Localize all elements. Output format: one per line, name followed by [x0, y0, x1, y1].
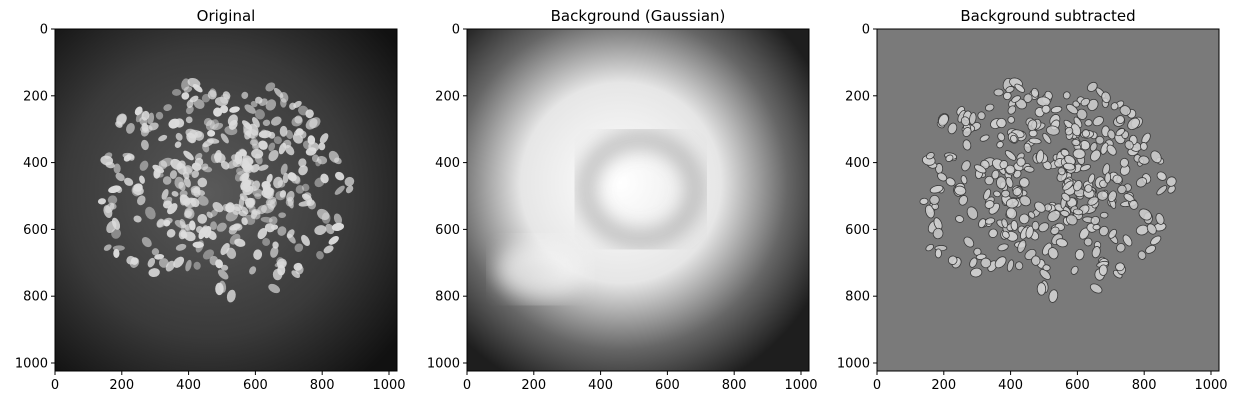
x-tick-label: 600: [1065, 378, 1090, 393]
panel-background: Background (Gaussian) 0 0 200 200 400 400 600 60…: [412, 0, 818, 405]
y-tick-label: 600: [23, 223, 48, 238]
plot-original: Original 0 0 200 200 400 400 600 600 800 800 1000 10…: [15, 7, 406, 393]
x-tick-label: 400: [176, 378, 201, 393]
x-tick-label: 400: [588, 378, 613, 393]
panel-title: Background subtracted: [960, 7, 1135, 25]
x-tick-label: 800: [310, 378, 335, 393]
axes-frame: [466, 28, 810, 372]
y-tick-label: 200: [845, 89, 870, 104]
y-tick-label: 1000: [837, 356, 870, 371]
y-tick-label: 0: [40, 23, 48, 38]
y-tick-label: 200: [435, 89, 460, 104]
y-tick-label: 0: [862, 23, 870, 38]
y-tick-label: 800: [435, 290, 460, 305]
y-tick-label: 400: [23, 156, 48, 171]
y-tick-label: 800: [845, 290, 870, 305]
panel-title: Background (Gaussian): [551, 7, 726, 25]
x-tick-label: 1000: [784, 378, 817, 393]
y-tick-label: 0: [452, 23, 460, 38]
plot-background: Background (Gaussian) 0 0 200 200 400 400 600 60…: [427, 7, 818, 393]
x-tick-label: 600: [243, 378, 268, 393]
y-tick-label: 1000: [15, 356, 48, 371]
image-area: [877, 29, 1219, 371]
y-tick-label: 600: [435, 223, 460, 238]
x-tick-label: 0: [51, 378, 59, 393]
y-tick-label: 400: [845, 156, 870, 171]
x-tick-label: 200: [931, 378, 956, 393]
y-tick-label: 800: [23, 290, 48, 305]
y-tick-label: 1000: [427, 356, 460, 371]
panel-subtracted: Background subtracted 0 0 200 200 400 400 600 60…: [822, 0, 1228, 405]
image-area: [55, 29, 397, 371]
y-tick-label: 600: [845, 223, 870, 238]
panel-original: Original 0 0 200 200 400 400 600 600 800 800 1000 10…: [0, 0, 406, 405]
y-tick-label: 400: [435, 156, 460, 171]
y-tick-label: 200: [23, 89, 48, 104]
panel-title: Original: [197, 7, 256, 25]
x-tick-label: 0: [463, 378, 471, 393]
axes-frame: [876, 28, 1220, 372]
x-tick-label: 400: [998, 378, 1023, 393]
x-tick-label: 800: [1132, 378, 1157, 393]
x-tick-label: 1000: [372, 378, 405, 393]
x-tick-label: 1000: [1194, 378, 1227, 393]
x-tick-label: 200: [109, 378, 134, 393]
plot-subtracted: Background subtracted 0 0 200 200 400 400 600 60…: [837, 7, 1228, 393]
x-tick-label: 200: [521, 378, 546, 393]
x-tick-label: 600: [655, 378, 680, 393]
x-tick-label: 0: [873, 378, 881, 393]
x-tick-label: 800: [722, 378, 747, 393]
image-area: [467, 29, 809, 371]
axes-frame: [54, 28, 398, 372]
